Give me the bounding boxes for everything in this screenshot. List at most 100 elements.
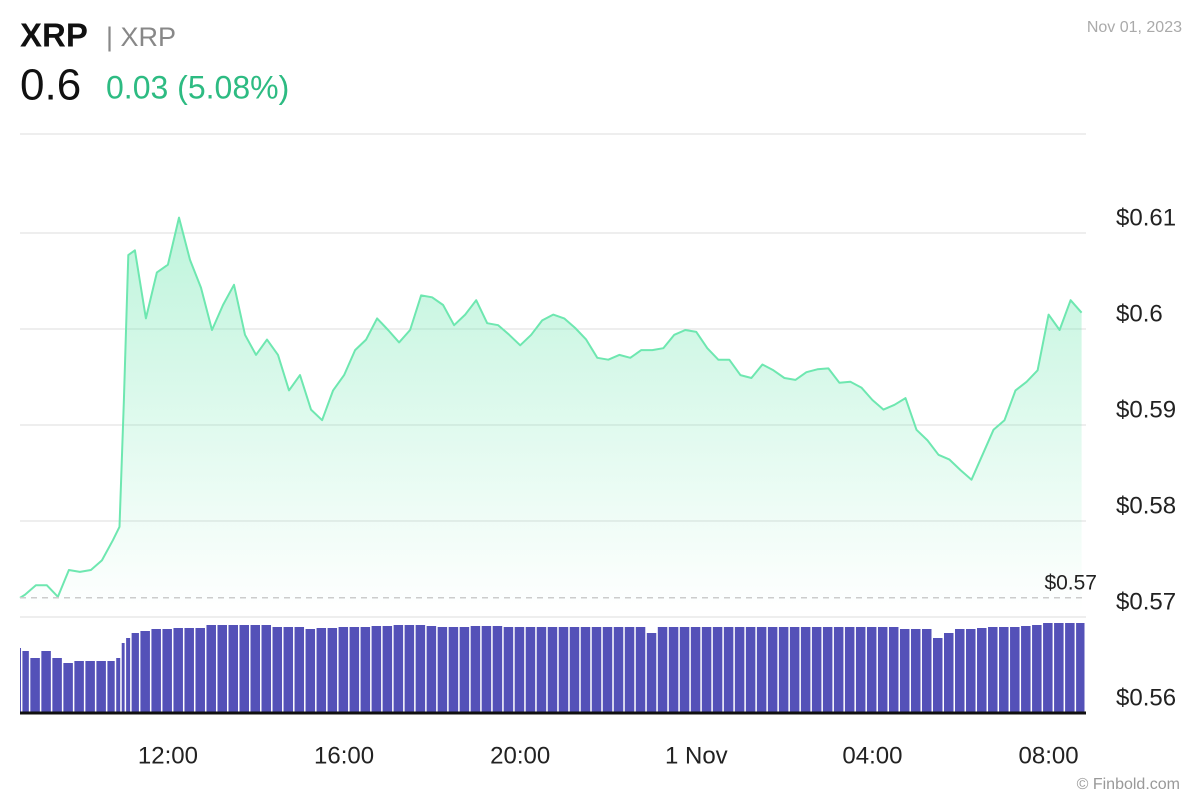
volume-bar — [822, 627, 833, 713]
volume-bar — [338, 627, 349, 713]
volume-bar — [228, 625, 238, 713]
volume-bar — [316, 628, 327, 713]
x-tick-label: 16:00 — [314, 742, 374, 769]
volume-bar — [1032, 625, 1042, 713]
volume-bar — [52, 658, 62, 713]
volume-bar — [580, 627, 591, 713]
volume-bar — [525, 627, 536, 713]
y-tick-label: $0.61 — [1116, 204, 1176, 231]
volume-bar — [613, 627, 624, 713]
y-tick-label: $0.56 — [1116, 684, 1176, 711]
volume-bar — [85, 661, 95, 713]
volume-bar — [63, 663, 73, 713]
volume-bar — [41, 651, 51, 713]
volume-bar — [547, 627, 558, 713]
volume-bar — [404, 625, 415, 713]
volume-bar — [514, 627, 525, 713]
volume-bar — [778, 627, 789, 713]
volume-bar — [767, 627, 778, 713]
volume-bar — [206, 625, 216, 713]
volume-bar — [140, 631, 150, 713]
credit: © Finbold.com — [1077, 776, 1180, 793]
volume-bar — [932, 638, 943, 713]
volume-bar — [116, 658, 121, 713]
y-tick-label: $0.58 — [1116, 492, 1176, 519]
volume-bar — [877, 627, 888, 713]
volume-bar — [591, 627, 602, 713]
volume-bar — [921, 629, 932, 713]
x-tick-label: 1 Nov — [665, 742, 728, 769]
volume-bar — [943, 633, 954, 713]
volume-bar — [1054, 623, 1064, 713]
x-tick-label: 04:00 — [842, 742, 902, 769]
volume-bar — [999, 627, 1009, 713]
volume-bar — [360, 627, 371, 713]
volume-bar — [426, 626, 437, 713]
x-tick-label: 20:00 — [490, 742, 550, 769]
volume-bar — [261, 625, 272, 713]
volume-bar — [1021, 626, 1031, 713]
volume-bar — [173, 628, 183, 713]
volume-bar — [569, 627, 580, 713]
subtitle: | XRP — [106, 22, 176, 52]
volume-bar — [966, 629, 976, 713]
volume-bar — [624, 627, 635, 713]
y-tick-label: $0.57 — [1116, 588, 1176, 615]
volume-bar — [272, 627, 283, 713]
volume-bar — [126, 638, 131, 713]
price-change: 0.03 (5.08%) — [106, 69, 289, 105]
volume-bar — [437, 627, 448, 713]
volume-bar — [481, 626, 492, 713]
volume-bar — [789, 627, 800, 713]
date: Nov 01, 2023 — [1087, 19, 1182, 36]
price: 0.6 — [20, 61, 81, 110]
volume-bar — [371, 626, 382, 713]
volume-bar — [184, 628, 194, 713]
volume-bar — [393, 625, 404, 713]
reference-label: $0.57 — [1044, 571, 1097, 594]
volume-bar — [988, 627, 998, 713]
volume-bar — [668, 627, 679, 713]
volume-bar — [121, 643, 125, 713]
volume-bar — [701, 627, 712, 713]
volume-bar — [382, 626, 393, 713]
volume-bar — [602, 627, 613, 713]
x-tick-label: 12:00 — [138, 742, 198, 769]
volume-bar — [503, 627, 514, 713]
volume-bar — [151, 629, 161, 713]
volume-bar — [107, 661, 115, 713]
volume-bar — [712, 627, 723, 713]
volume-bar — [195, 628, 205, 713]
volume-bar — [910, 629, 921, 713]
volume-bar — [459, 627, 470, 713]
volume-bar — [1043, 623, 1053, 713]
x-tick-label: 08:00 — [1019, 742, 1079, 769]
volume-bar — [1076, 623, 1085, 713]
volume-bar — [811, 627, 822, 713]
volume-bar — [250, 625, 261, 713]
y-tick-label: $0.59 — [1116, 396, 1176, 423]
volume-bar — [239, 625, 250, 713]
volume-bar — [131, 633, 139, 713]
volume-bar — [844, 627, 855, 713]
volume-bar — [657, 627, 668, 713]
volume-bar — [977, 628, 987, 713]
volume-bar — [74, 661, 84, 713]
volume-bar — [833, 627, 844, 713]
volume-bar — [734, 627, 745, 713]
volume-bar — [756, 627, 767, 713]
volume-bar — [327, 628, 338, 713]
volume-bar — [866, 627, 877, 713]
volume-bar — [22, 651, 29, 713]
price-area — [20, 217, 1082, 613]
volume-bar — [470, 626, 481, 713]
volume-bar — [955, 629, 965, 713]
volume-bar — [162, 629, 172, 713]
volume-bar — [855, 627, 866, 713]
volume-bar — [349, 627, 360, 713]
volume-bar — [888, 627, 899, 713]
volume-bar — [679, 627, 690, 713]
volume-bar — [1065, 623, 1075, 713]
volume-bar — [96, 661, 106, 713]
